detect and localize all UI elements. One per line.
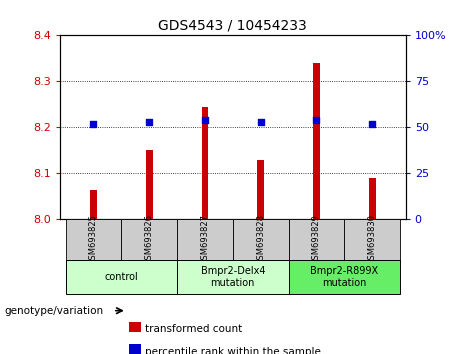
Text: GSM693829: GSM693829 <box>312 215 321 265</box>
Text: genotype/variation: genotype/variation <box>5 306 104 316</box>
Point <box>257 119 264 125</box>
Text: Bmpr2-R899X
mutation: Bmpr2-R899X mutation <box>310 266 378 288</box>
Bar <box>65 260 177 294</box>
Point <box>90 121 97 127</box>
Point <box>368 121 376 127</box>
Bar <box>289 260 400 294</box>
Text: GSM693830: GSM693830 <box>368 214 377 266</box>
Title: GDS4543 / 10454233: GDS4543 / 10454233 <box>159 19 307 33</box>
Text: percentile rank within the sample: percentile rank within the sample <box>145 347 321 354</box>
Bar <box>90 190 97 219</box>
Text: control: control <box>104 272 138 282</box>
Bar <box>129 321 141 332</box>
Bar <box>313 63 320 219</box>
Bar <box>257 160 264 219</box>
Point <box>201 117 209 123</box>
Text: transformed count: transformed count <box>145 324 242 334</box>
Bar <box>65 219 121 260</box>
Bar <box>289 219 344 260</box>
Bar <box>129 344 141 354</box>
Point <box>146 119 153 125</box>
Bar <box>201 107 208 219</box>
Bar <box>177 260 289 294</box>
Text: GSM693828: GSM693828 <box>256 214 265 266</box>
Text: GSM693825: GSM693825 <box>89 215 98 265</box>
Text: GSM693826: GSM693826 <box>145 214 154 266</box>
Bar <box>233 219 289 260</box>
Bar <box>177 219 233 260</box>
Bar <box>146 150 153 219</box>
Text: GSM693827: GSM693827 <box>201 214 209 266</box>
Bar <box>344 219 400 260</box>
Point <box>313 117 320 123</box>
Bar <box>121 219 177 260</box>
Text: Bmpr2-Delx4
mutation: Bmpr2-Delx4 mutation <box>201 266 265 288</box>
Bar <box>369 178 376 219</box>
